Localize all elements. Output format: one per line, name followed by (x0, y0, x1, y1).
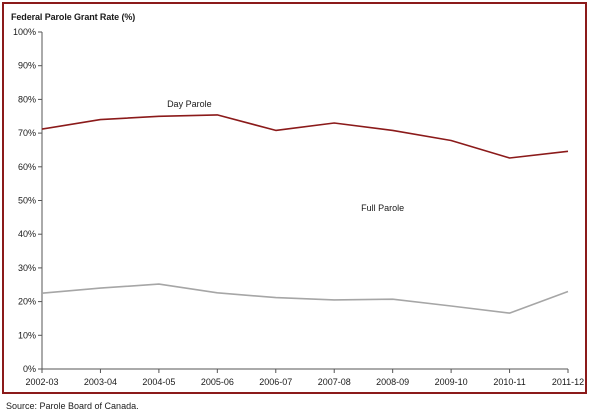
y-tick-label: 50% (18, 196, 36, 206)
series-line-full-parole (41, 283, 569, 314)
x-tick-label: 2011-12 (552, 377, 584, 387)
y-tick-label: 70% (18, 128, 36, 138)
y-tick-label: 0% (23, 364, 36, 374)
x-tick-label: 2003-04 (84, 377, 117, 387)
series-annotations: Day Parole Full Parole (167, 99, 404, 213)
series-label-full-parole: Full Parole (361, 203, 404, 213)
y-tick-label: 60% (18, 162, 36, 172)
series-lines (41, 114, 569, 314)
y-tick-label: 40% (18, 229, 36, 239)
x-tick-label: 2005-06 (201, 377, 234, 387)
x-tick-label: 2004-05 (142, 377, 175, 387)
x-tick-label: 2010-11 (493, 377, 525, 387)
y-tick-label: 90% (18, 61, 36, 71)
y-tick-label: 10% (18, 330, 36, 340)
x-tick-label: 2008-09 (376, 377, 409, 387)
chart-frame: Federal Parole Grant Rate (%) (2, 2, 587, 394)
series-label-day-parole: Day Parole (167, 99, 212, 109)
x-tick-label: 2007-08 (318, 377, 351, 387)
y-tick-label: 80% (18, 94, 36, 104)
chart-title: Federal Parole Grant Rate (%) (11, 12, 136, 22)
source-note: Source: Parole Board of Canada. (6, 401, 139, 411)
x-tick-label: 2006-07 (259, 377, 292, 387)
axes: 0% 10% 20% 30% 40% 50% 60% 70% 80% 90% 100% 2002-03… (13, 27, 584, 387)
y-tick-label: 30% (18, 263, 36, 273)
x-tick-label: 2009-10 (435, 377, 468, 387)
y-tick-label: 20% (18, 297, 36, 307)
x-tick-label: 2002-03 (25, 377, 58, 387)
series-line-day-parole (41, 114, 569, 159)
y-tick-label: 100% (13, 27, 36, 37)
